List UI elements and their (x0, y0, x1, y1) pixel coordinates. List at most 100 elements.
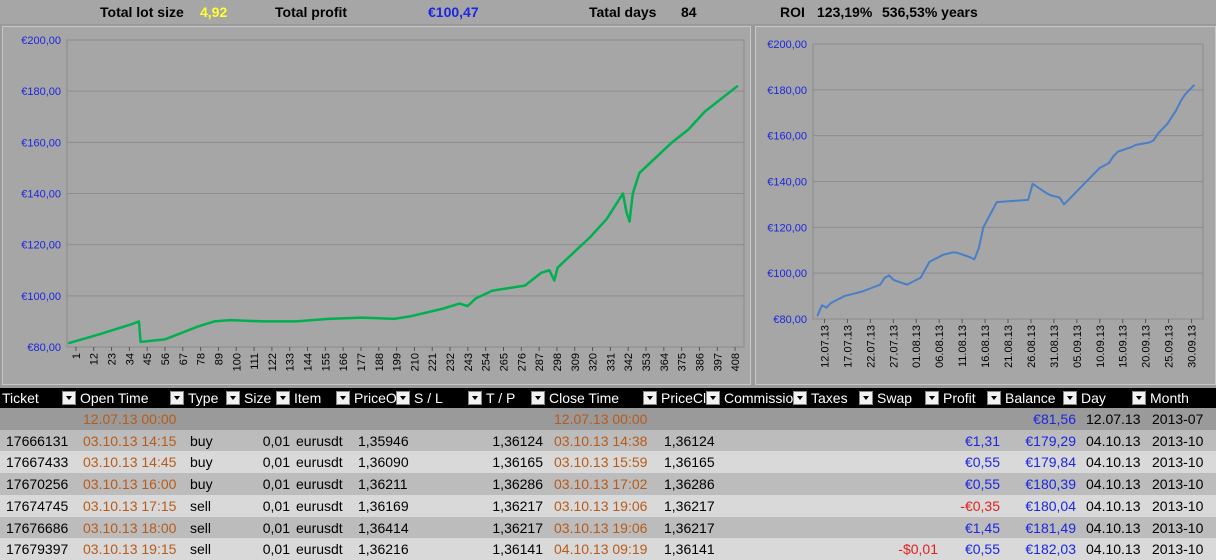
cell-month: 2013-10 (1152, 454, 1204, 471)
data-point (1130, 146, 1133, 148)
data-point (638, 172, 641, 174)
data-point (1161, 127, 1164, 130)
cell-close-time: 03.10.13 19:06 (554, 497, 648, 514)
filter-dropdown-icon[interactable] (1063, 391, 1077, 405)
table-row[interactable]: 17670256 03.10.13 16:00 buy 0,01 eurusdt 1,36… (0, 473, 1216, 496)
filter-dropdown-icon[interactable] (859, 391, 873, 405)
data-point (197, 325, 199, 328)
cell-balance: €181,49 (1025, 519, 1076, 536)
data-point (1094, 171, 1097, 174)
x-tick-label: 210 (409, 353, 421, 371)
column-header-label: Day (1081, 390, 1106, 406)
y-tick-label: €160,00 (767, 131, 807, 143)
filter-dropdown-icon[interactable] (468, 391, 482, 405)
data-point (573, 251, 575, 254)
x-tick-label: 144 (303, 353, 315, 371)
column-header-label: Taxes (811, 390, 848, 406)
table-row[interactable]: 17666131 03.10.13 14:15 buy 0,01 eurusdt 1,35… (0, 429, 1216, 452)
column-header: Balance (1003, 388, 1079, 408)
data-point (540, 272, 543, 274)
cell-item: eurusdt (296, 497, 343, 514)
cell-open-time: 03.10.13 19:15 (83, 541, 177, 558)
y-tick-label: €120,00 (767, 222, 807, 234)
x-tick-label: 23 (107, 353, 119, 365)
table-row[interactable]: 17667433 03.10.13 14:45 buy 0,01 eurusdt 1,36… (0, 451, 1216, 474)
data-point (978, 247, 980, 249)
data-point (556, 266, 559, 269)
filter-dropdown-icon[interactable] (531, 391, 545, 405)
x-tick-label: 1 (71, 353, 83, 359)
column-header-label: Balance (1005, 390, 1056, 406)
column-header-label: PriceO (354, 390, 397, 406)
filter-dropdown-icon[interactable] (276, 391, 290, 405)
table-row[interactable]: 17674745 03.10.13 17:15 sell 0,01 eurusdt 1,3… (0, 494, 1216, 517)
series-line (816, 84, 1195, 316)
x-tick-label: 25.09.13 (1164, 325, 1176, 368)
cell-size: 0,01 (262, 432, 290, 449)
cell-tp: 1,36165 (492, 454, 543, 471)
data-point (1170, 116, 1173, 119)
data-point (229, 319, 232, 321)
table-row[interactable]: 17676686 03.10.13 18:00 sell 0,01 eurusdt 1,3… (0, 516, 1216, 539)
cell-balance: €81,56 (1033, 411, 1076, 427)
filter-dropdown-icon[interactable] (170, 391, 184, 405)
column-header: Taxes (809, 388, 875, 408)
cell-swap: -$0,01 (898, 541, 938, 558)
column-header: Close Time (547, 388, 659, 408)
filter-dropdown-icon[interactable] (62, 391, 76, 405)
cell-price-close: 1,36286 (664, 476, 715, 493)
cell-month: 2013-10 (1152, 476, 1204, 493)
x-tick-label: 31.08.13 (1049, 325, 1061, 368)
x-tick-label: 188 (374, 353, 386, 371)
data-point (1148, 141, 1151, 144)
y-tick-label: €100,00 (21, 291, 61, 303)
x-tick-label: 408 (730, 353, 742, 371)
column-header: Commissio (722, 388, 809, 408)
cell-type: buy (190, 432, 213, 449)
filter-dropdown-icon[interactable] (793, 391, 807, 405)
table-row[interactable]: 12.07.13 00:00 12.07.13 00:00 €81,56 12.07.… (0, 408, 1216, 430)
data-point (458, 302, 461, 305)
x-tick-label: 20.09.13 (1141, 325, 1153, 368)
x-tick-label: 287 (534, 353, 546, 371)
filter-dropdown-icon[interactable] (1132, 391, 1146, 405)
filter-dropdown-icon[interactable] (987, 391, 1001, 405)
table-row[interactable]: 17679397 03.10.13 19:15 sell 0,01 eurusdt 1,3… (0, 538, 1216, 560)
x-tick-label: 34 (124, 353, 136, 365)
filter-dropdown-icon[interactable] (925, 391, 939, 405)
data-point (1193, 84, 1195, 87)
x-tick-label: 21.08.13 (1003, 325, 1015, 368)
filter-dropdown-icon[interactable] (706, 391, 720, 405)
filter-dropdown-icon[interactable] (643, 391, 657, 405)
cell-item: eurusdt (296, 476, 343, 493)
data-point (1099, 166, 1101, 169)
data-point (409, 315, 412, 318)
data-point (928, 260, 931, 263)
x-tick-label: 199 (392, 353, 404, 371)
cell-tp: 1,36141 (492, 541, 543, 558)
y-tick-label: €200,00 (767, 39, 807, 51)
column-header-label: Size (244, 390, 272, 406)
balance-by-date-chart-svg: €80,00 €100,00 €120,00 €140,00 €160,00 €180,0… (767, 39, 1204, 368)
x-tick-label: 67 (178, 353, 190, 365)
filter-dropdown-icon[interactable] (396, 391, 410, 405)
cell-type: buy (190, 476, 213, 493)
y-tick-label: €200,00 (21, 35, 61, 47)
column-header-label: Month (1150, 390, 1189, 406)
data-point (852, 292, 855, 295)
data-point (1166, 123, 1168, 126)
x-tick-label: 353 (641, 353, 653, 371)
cell-type: sell (190, 519, 212, 536)
filter-dropdown-icon[interactable] (226, 391, 240, 405)
x-tick-label: 320 (588, 353, 600, 371)
cell-open-time: 03.10.13 18:00 (83, 519, 177, 536)
total-lot-label: Total lot size (100, 4, 184, 20)
data-point (393, 318, 395, 320)
column-header: Type (186, 388, 242, 408)
cell-type: buy (190, 454, 213, 471)
data-point (1045, 192, 1047, 194)
cell-day: 04.10.13 (1086, 432, 1141, 449)
filter-dropdown-icon[interactable] (336, 391, 350, 405)
cell-tp: 1,36217 (492, 497, 543, 514)
data-point (942, 254, 944, 256)
